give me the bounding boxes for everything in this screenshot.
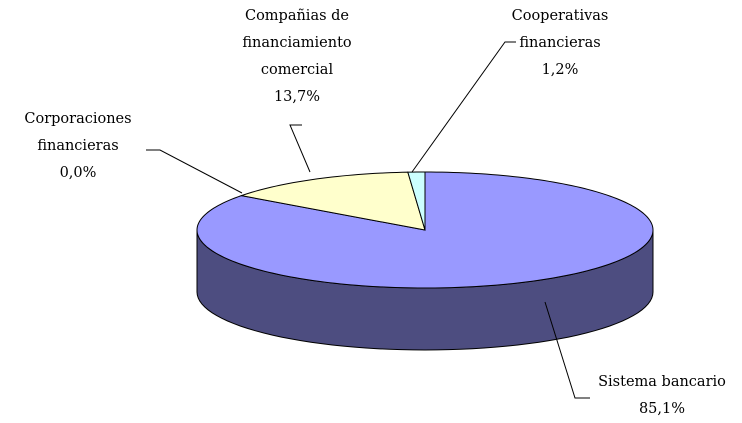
category-name: Compañias de financiamiento comercial xyxy=(242,8,352,78)
value-label: 0,0% xyxy=(59,165,97,181)
slice xyxy=(239,171,426,231)
value-label: 13,7% xyxy=(273,89,321,105)
slice-label: Cooperativas financieras 1,2% xyxy=(503,3,618,84)
category-name: Corporaciones financieras xyxy=(24,111,132,154)
slice-label: Corporaciones financieras 0,0% xyxy=(3,106,153,187)
slice-label: Sistema bancario 85,1% xyxy=(562,369,742,423)
value-label: 1,2% xyxy=(541,62,579,78)
slice-label: Compañias de financiamiento comercial 13,… xyxy=(225,3,370,111)
value-label: 85,1% xyxy=(638,401,686,417)
leader-line xyxy=(146,149,243,194)
slice xyxy=(407,171,426,231)
leader-line xyxy=(289,124,311,173)
leader-line xyxy=(544,301,590,399)
category-name: Cooperativas financieras xyxy=(511,8,609,51)
leader-line xyxy=(411,41,516,173)
category-name: Sistema bancario xyxy=(598,374,726,390)
